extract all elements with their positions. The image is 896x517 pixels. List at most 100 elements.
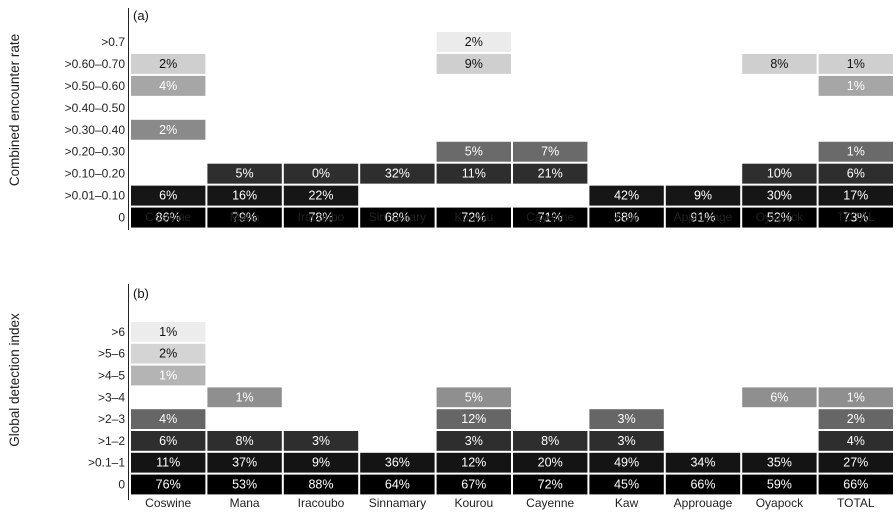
panel-b-row-ticks: >6 >5–6 >4–5 >3–4 >2–3 >1–2 >0.1–1 0 bbox=[88, 325, 125, 492]
row-tick-label: >0.50–0.60 bbox=[65, 79, 126, 93]
heatmap-cell bbox=[665, 207, 741, 228]
heatmap-cell bbox=[742, 387, 817, 408]
category-tick-label: Mana bbox=[230, 210, 260, 224]
cell-value-label: 88% bbox=[308, 478, 333, 492]
heatmap-cell bbox=[436, 474, 511, 495]
cell-value-label: 1% bbox=[847, 57, 865, 71]
category-tick-label: Kourou bbox=[454, 210, 493, 224]
row-tick-label: >0.10–0.20 bbox=[65, 167, 126, 181]
cell-value-label: 58% bbox=[614, 211, 639, 225]
cell-value-label: 66% bbox=[690, 478, 715, 492]
heatmap-cell bbox=[513, 207, 588, 228]
cell-value-label: 3% bbox=[465, 434, 483, 448]
heatmap-cell bbox=[436, 452, 511, 473]
cell-value-label: 12% bbox=[461, 456, 486, 470]
row-tick-label: 0 bbox=[118, 478, 125, 492]
panel-a-y-axis-label: Combined encounter rate bbox=[7, 34, 22, 186]
cell-value-label: 59% bbox=[767, 478, 792, 492]
cell-value-label: 1% bbox=[847, 390, 865, 404]
heatmap-cell bbox=[436, 32, 511, 52]
cell-value-label: 11% bbox=[156, 456, 180, 470]
row-tick-label: >6 bbox=[111, 325, 125, 339]
panel-b-y-axis-label: Global detection index bbox=[7, 313, 22, 447]
heatmap-cell bbox=[742, 163, 817, 184]
heatmap-cell bbox=[436, 53, 511, 74]
heatmap-cell bbox=[513, 452, 588, 473]
heatmap-cell bbox=[818, 452, 893, 473]
cell-value-label: 8% bbox=[236, 434, 254, 448]
heatmap-cell bbox=[818, 474, 893, 495]
cell-value-label: 78% bbox=[308, 211, 333, 225]
heatmap-cell bbox=[513, 141, 588, 162]
cell-value-label: 20% bbox=[538, 456, 563, 470]
heatmap-cell bbox=[742, 474, 817, 495]
heatmap-cell bbox=[589, 185, 664, 206]
row-tick-label: >0.01–0.10 bbox=[65, 189, 126, 203]
heatmap-cell bbox=[818, 75, 893, 96]
cell-value-label: 5% bbox=[465, 145, 483, 159]
cell-value-label: 3% bbox=[312, 434, 330, 448]
heatmap-cell bbox=[436, 431, 511, 451]
cell-value-label: 8% bbox=[541, 434, 559, 448]
row-tick-label: 0 bbox=[118, 211, 125, 225]
category-tick-label: Kaw bbox=[615, 496, 639, 510]
cell-value-label: 52% bbox=[767, 211, 792, 225]
cell-value-label: 11% bbox=[462, 167, 486, 181]
cell-value-label: 9% bbox=[694, 189, 712, 203]
cell-value-label: 42% bbox=[614, 189, 639, 203]
heatmap-cell bbox=[742, 53, 817, 74]
heatmap-cell bbox=[589, 431, 664, 451]
panel-b-tag: (b) bbox=[133, 286, 149, 301]
heatmap-cell bbox=[283, 185, 359, 206]
cell-value-label: 16% bbox=[232, 189, 257, 203]
cell-value-label: 21% bbox=[538, 167, 563, 181]
heatmap-cell bbox=[436, 207, 511, 228]
heatmap-cell bbox=[589, 452, 664, 473]
heatmap-cell bbox=[818, 53, 893, 74]
cell-value-label: 67% bbox=[461, 478, 486, 492]
cell-value-label: 9% bbox=[312, 456, 330, 470]
cell-value-label: 2% bbox=[159, 347, 177, 361]
cell-value-label: 53% bbox=[232, 478, 257, 492]
category-tick-label: Cayenne bbox=[526, 496, 574, 510]
category-tick-label: TOTAL bbox=[837, 210, 875, 224]
cell-value-label: 22% bbox=[308, 189, 333, 203]
cell-value-label: 2% bbox=[159, 57, 177, 71]
row-tick-label: >0.60–0.70 bbox=[65, 57, 126, 71]
heatmap-cell bbox=[131, 53, 206, 74]
panel-a-cells: 2% 2% 9% 8% 1% 4% 1% 2% 5% 7% 1% 5% 0% 32% 11% 21% 10% 6%… bbox=[131, 32, 893, 228]
category-tick-label: Approuage bbox=[674, 210, 733, 224]
category-tick-label: Coswine bbox=[145, 496, 191, 510]
heatmap-cell bbox=[207, 163, 282, 184]
heatmap-cell bbox=[818, 207, 893, 228]
row-tick-label: >1–2 bbox=[98, 434, 125, 448]
heatmap-cell bbox=[436, 409, 511, 429]
heatmap-cell bbox=[589, 207, 664, 228]
heatmap-cell bbox=[207, 185, 282, 206]
row-tick-label: >3–4 bbox=[98, 390, 125, 404]
row-tick-label: >0.20–0.30 bbox=[65, 145, 126, 159]
cell-value-label: 1% bbox=[236, 390, 254, 404]
cell-value-label: 71% bbox=[538, 211, 563, 225]
heatmap-cell bbox=[131, 365, 206, 386]
cell-value-label: 66% bbox=[843, 478, 868, 492]
cell-value-label: 5% bbox=[236, 167, 254, 181]
heatmap-cell bbox=[742, 452, 817, 473]
cell-value-label: 8% bbox=[770, 57, 788, 71]
cell-value-label: 1% bbox=[159, 369, 177, 383]
panel-a-row-ticks: >0.7 >0.60–0.70 >0.50–0.60 >0.40–0.50 >0.30–… bbox=[65, 35, 126, 225]
cell-value-label: 2% bbox=[465, 35, 483, 49]
cell-value-label: 34% bbox=[690, 456, 715, 470]
row-tick-label: >0.1–1 bbox=[88, 456, 125, 470]
cell-value-label: 73% bbox=[843, 211, 868, 225]
heatmap-cell bbox=[818, 185, 893, 206]
cell-value-label: 6% bbox=[159, 434, 177, 448]
heatmap-cell bbox=[283, 163, 359, 184]
heatmap-cell bbox=[207, 474, 282, 495]
panel-b-cells: 1% 2% 1% 1% 5% 6% 1% 4% 12% 3% 2% 6% 8% 3% 3% 8% 3% 4% 11%… bbox=[131, 322, 893, 495]
panel-b-category-ticks: Coswine Mana Iracoubo Sinnamary Kourou Cayenn… bbox=[145, 496, 875, 510]
cell-value-label: 91% bbox=[690, 211, 715, 225]
heatmap-cell bbox=[436, 163, 511, 184]
cell-value-label: 17% bbox=[843, 189, 868, 203]
cell-value-label: 4% bbox=[159, 412, 177, 426]
